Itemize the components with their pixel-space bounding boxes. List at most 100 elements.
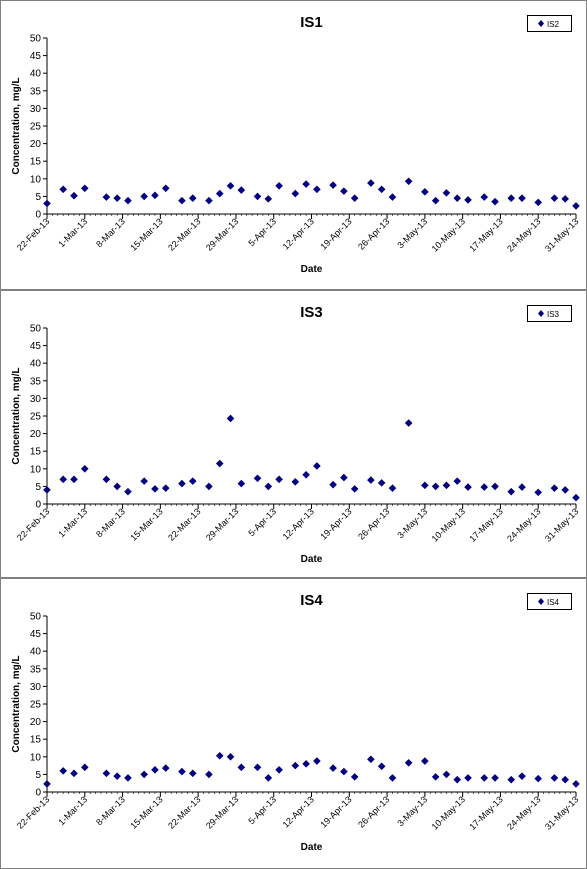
data-point <box>226 753 235 761</box>
data-point <box>264 195 273 203</box>
data-point <box>291 189 300 198</box>
legend-box <box>527 15 572 32</box>
data-point <box>404 419 413 427</box>
data-point <box>226 182 235 190</box>
data-point <box>388 774 397 782</box>
chart-title: IS4 <box>300 592 323 609</box>
data-point <box>70 475 78 484</box>
chart-panel-is1: IS1 IS2 0 5 10 15 20 25 30 35 40 45 50 Concentration,… <box>0 0 587 290</box>
data-point <box>431 773 440 781</box>
data-point <box>329 480 337 489</box>
data-point <box>43 486 51 494</box>
data-point <box>80 184 89 193</box>
legend: IS4 <box>527 593 572 610</box>
data-point <box>113 772 121 780</box>
data-point <box>421 481 429 490</box>
legend-label: IS2 <box>547 20 560 29</box>
legend-box <box>527 593 572 610</box>
data-point <box>480 774 489 782</box>
legend: IS2 <box>527 15 572 32</box>
data-point <box>388 193 397 201</box>
data-point <box>188 477 197 485</box>
data-point <box>151 766 159 774</box>
data-point <box>377 479 386 487</box>
y-tick-label: 45 <box>30 51 42 62</box>
data-point <box>302 760 310 768</box>
data-point <box>572 780 580 788</box>
data-point <box>367 476 375 484</box>
data-point <box>124 196 132 205</box>
data-point <box>442 481 451 490</box>
data-point <box>350 773 359 781</box>
legend-label: IS4 <box>547 598 560 607</box>
data-point <box>404 758 413 767</box>
y-axis-label: Concentration, mg/L <box>11 655 22 752</box>
legend: IS3 <box>527 305 572 322</box>
chart-is4: IS4 IS4 0 5 10 15 20 25 30 35 40 45 50 Concentration,… <box>0 578 587 869</box>
data-point <box>151 485 159 493</box>
data-point <box>572 202 580 210</box>
data-point <box>215 189 224 198</box>
chart-panel-is4: IS4 IS4 0 5 10 15 20 25 30 35 40 45 50 Concentration,… <box>0 578 587 869</box>
y-tick-label: 50 <box>30 34 42 45</box>
data-point <box>518 483 526 491</box>
data-point <box>302 470 310 479</box>
y-tick-label: 30 <box>30 104 42 115</box>
y-tick-label: 40 <box>30 359 42 370</box>
data-point <box>178 196 186 205</box>
data-point <box>151 191 159 200</box>
data-point <box>453 477 462 485</box>
y-tick-label: 25 <box>30 412 42 423</box>
y-tick-label: 15 <box>30 735 42 746</box>
y-tick-label: 40 <box>30 69 42 80</box>
data-point <box>140 770 148 779</box>
data-point <box>161 484 170 492</box>
y-tick-label: 30 <box>30 682 42 693</box>
data-point <box>534 488 543 497</box>
data-point <box>102 193 111 201</box>
data-point <box>215 751 224 760</box>
legend-marker <box>538 20 544 27</box>
data-point <box>237 763 246 772</box>
legend-label: IS3 <box>547 310 560 319</box>
data-point <box>161 764 170 772</box>
data-point <box>377 185 386 194</box>
data-point <box>329 181 337 189</box>
y-tick-label: 35 <box>30 86 42 97</box>
chart-title: IS3 <box>300 304 323 321</box>
data-point <box>113 482 121 491</box>
data-point <box>313 462 321 470</box>
data-point <box>534 198 543 207</box>
y-tick-label: 50 <box>30 612 42 623</box>
data-point <box>561 195 570 203</box>
data-point <box>253 474 262 483</box>
data-point <box>491 197 499 206</box>
data-point <box>291 478 300 486</box>
data-point <box>43 780 51 788</box>
data-point <box>518 772 526 780</box>
data-point <box>464 483 472 491</box>
data-point <box>388 484 397 492</box>
data-point <box>302 180 310 188</box>
x-axis-label: Date <box>301 554 323 565</box>
data-point <box>70 191 78 200</box>
data-point <box>205 196 213 205</box>
data-point <box>480 193 489 201</box>
data-point <box>59 185 67 194</box>
data-point <box>491 482 499 491</box>
chart-title: IS1 <box>300 14 323 31</box>
data-point <box>340 767 348 776</box>
data-point <box>237 479 246 488</box>
data-point <box>43 199 51 208</box>
y-tick-label: 5 <box>35 482 41 493</box>
data-point <box>340 187 348 195</box>
y-tick-label: 0 <box>35 210 41 221</box>
data-point <box>367 179 375 187</box>
chart-is1: IS1 IS2 0 5 10 15 20 25 30 35 40 45 50 Concentration,… <box>0 0 587 290</box>
data-point <box>464 774 472 782</box>
y-tick-label: 25 <box>30 700 42 711</box>
data-point <box>59 475 67 484</box>
y-axis-label: Concentration, mg/L <box>11 77 22 174</box>
data-point <box>431 482 440 491</box>
data-point <box>226 414 235 423</box>
